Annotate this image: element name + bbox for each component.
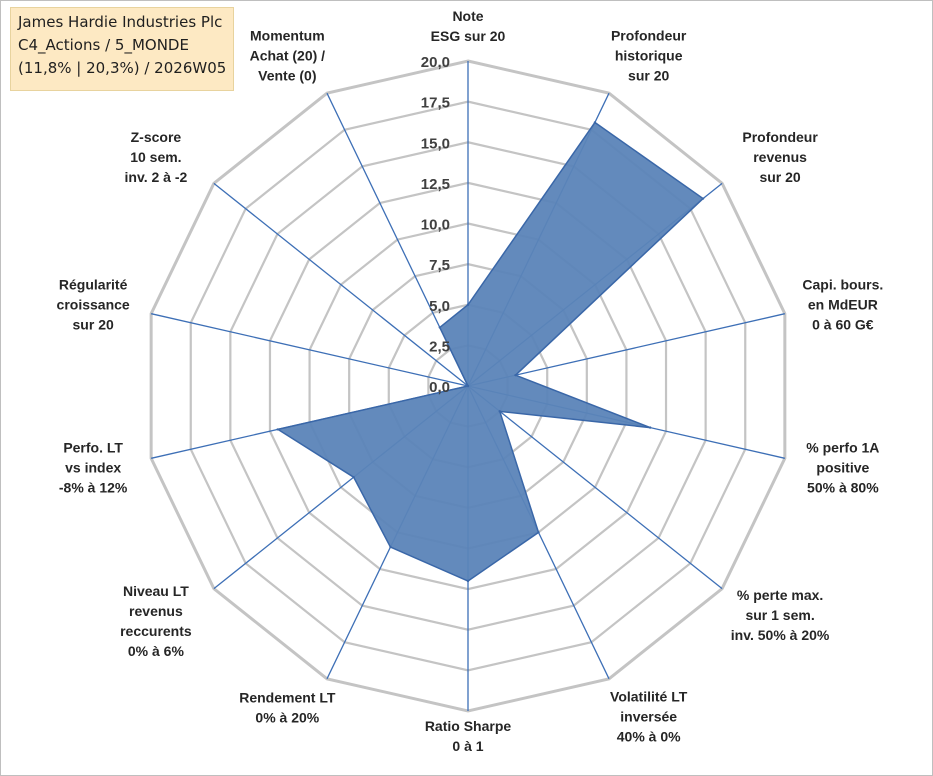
- axis-spoke-5: [467, 385, 723, 590]
- info-company: James Hardie Industries Plc: [18, 13, 223, 31]
- axis-spoke-11: [151, 313, 469, 387]
- axis-spoke-3: [467, 313, 785, 387]
- axis-label-5: % perte max. sur 1 sem. inv. 50% à 20%: [731, 587, 830, 643]
- axis-label-3: Capi. bours. en MdEUR 0 à 60 G€: [802, 276, 883, 332]
- info-category: C4_Actions / 5_MONDE: [18, 36, 189, 54]
- axis-label-0: Note ESG sur 20: [431, 8, 506, 44]
- axis-label-4: % perfo 1A positive 50% à 80%: [806, 440, 879, 496]
- data-point-8: [389, 545, 392, 549]
- tick-label-6: 15,0: [421, 135, 450, 152]
- info-period: (11,8% | 20,3%) / 2026W05: [18, 59, 227, 77]
- info-box: James Hardie Industries Plc C4_Actions /…: [10, 7, 234, 91]
- data-point-2: [701, 197, 705, 200]
- series-area: [275, 121, 705, 582]
- data-point-9: [352, 475, 355, 479]
- radar-tick-labels: 0,0 2,5 5,0 7,5 10,0 12,5 15,0 17,5 20,0: [421, 54, 450, 396]
- data-point-12: [466, 384, 470, 388]
- tick-label-5: 12,5: [421, 176, 450, 193]
- data-point-7: [466, 579, 470, 583]
- radar-series: [275, 121, 705, 583]
- axis-label-2: Profondeur revenus sur 20: [742, 129, 818, 185]
- radar-axis-labels: Note ESG sur 20 Profondeur historique sur 20…: [57, 8, 884, 754]
- data-point-0: [466, 303, 470, 306]
- tick-label-0: 0,0: [429, 379, 450, 396]
- tick-label-1: 2,5: [429, 338, 450, 355]
- data-point-6: [537, 531, 540, 534]
- axis-label-7: Ratio Sharpe 0 à 1: [425, 718, 512, 754]
- axis-label-8: Rendement LT 0% à 20%: [239, 690, 336, 726]
- data-point-3: [514, 373, 517, 377]
- data-point-13: [438, 326, 441, 329]
- axis-label-13: Momentum Achat (20) / Vente (0): [250, 27, 326, 83]
- data-point-10: [276, 428, 280, 431]
- axis-label-12: Z-score 10 sem. inv. 2 à -2: [125, 129, 188, 185]
- axis-spoke-12: [213, 182, 469, 387]
- data-point-1: [593, 121, 597, 124]
- tick-label-8: 20,0: [421, 54, 450, 71]
- tick-label-7: 17,5: [421, 95, 450, 112]
- tick-label-4: 10,0: [421, 217, 450, 234]
- data-point-5: [498, 410, 501, 413]
- tick-label-3: 7,5: [429, 257, 450, 274]
- data-point-4: [648, 426, 652, 429]
- axis-label-11: Régularité croissance sur 20: [57, 276, 130, 332]
- axis-label-6: Volatilité LT inversée 40% à 0%: [610, 689, 688, 745]
- axis-label-9: Niveau LT revenus reccurents 0% à 6%: [120, 583, 192, 659]
- axis-label-1: Profondeur historique sur 20: [611, 27, 687, 83]
- axis-label-10: Perfo. LT vs index -8% à 12%: [59, 440, 128, 496]
- tick-label-2: 5,0: [429, 298, 450, 315]
